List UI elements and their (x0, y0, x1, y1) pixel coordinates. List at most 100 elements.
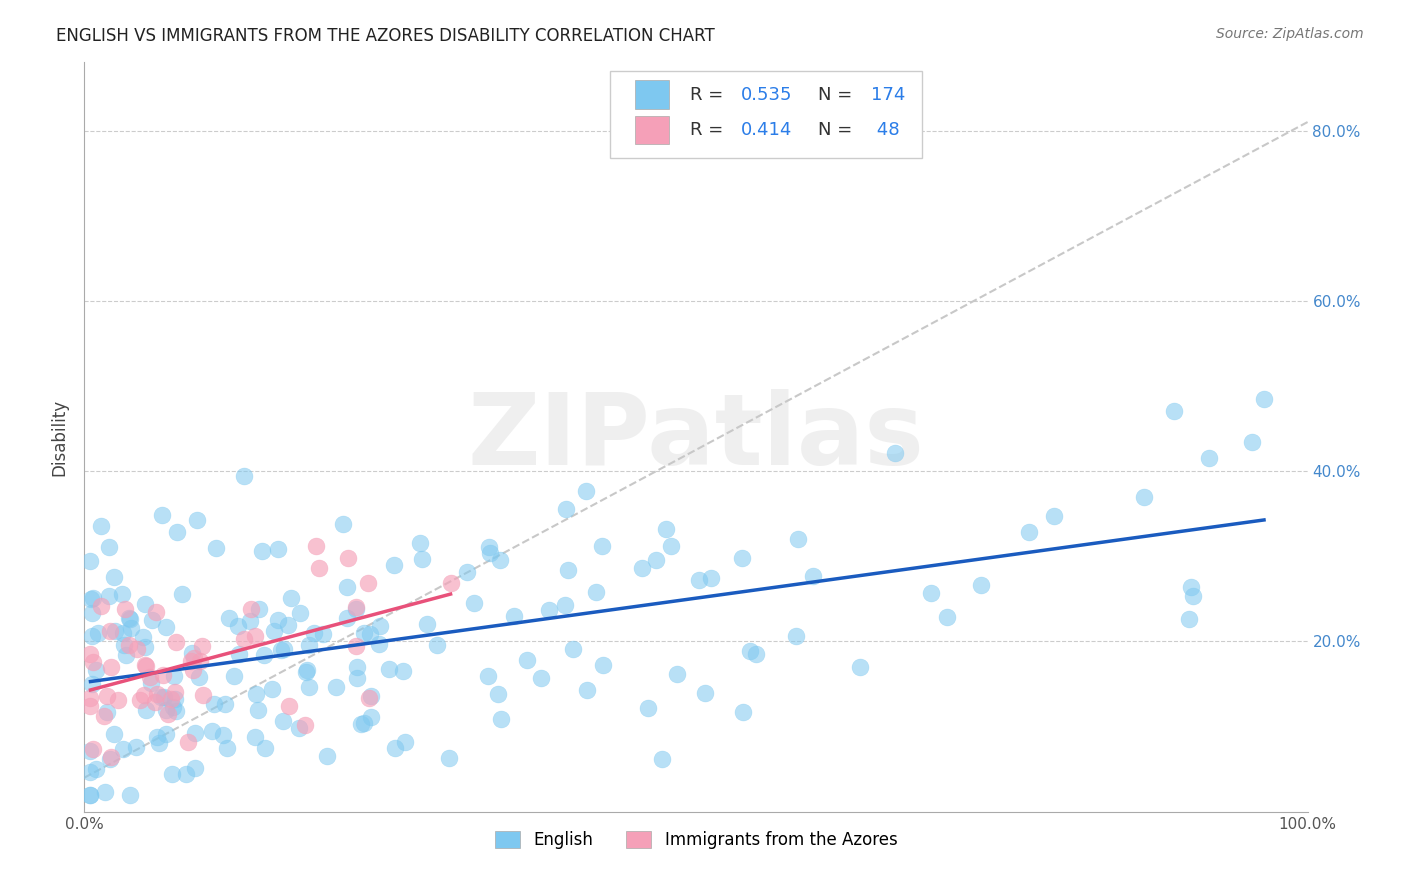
Point (368, 637, 391, 651)
Point (359, 690, 381, 705)
Point (79, 788, 101, 802)
Point (651, 752, 673, 766)
Point (344, 640, 367, 654)
Point (134, 640, 156, 655)
Point (115, 648, 138, 662)
Point (111, 741, 134, 756)
Point (1181, 589, 1204, 603)
Point (562, 641, 585, 656)
Point (110, 587, 132, 601)
Point (112, 626, 135, 640)
Point (155, 726, 177, 740)
Point (96, 689, 118, 703)
Point (239, 614, 262, 628)
FancyBboxPatch shape (636, 80, 669, 109)
Point (392, 664, 415, 678)
Point (311, 626, 333, 640)
Point (273, 714, 295, 728)
Point (188, 654, 211, 668)
Point (205, 541, 228, 556)
Point (100, 660, 122, 674)
Point (224, 669, 246, 683)
Point (79, 698, 101, 713)
Text: R =: R = (690, 86, 728, 103)
Point (336, 580, 359, 594)
Point (353, 625, 375, 640)
Point (170, 587, 193, 601)
Point (177, 735, 200, 749)
Point (295, 664, 318, 678)
Point (1177, 612, 1199, 626)
Point (118, 611, 141, 625)
Point (785, 629, 807, 643)
Point (280, 591, 302, 605)
Point (82, 677, 104, 691)
Point (174, 767, 197, 781)
Point (439, 576, 461, 591)
Point (150, 508, 173, 523)
Point (156, 706, 179, 721)
Point (125, 740, 148, 755)
Point (316, 749, 339, 764)
Point (253, 741, 276, 756)
Point (693, 686, 716, 700)
Point (82, 591, 104, 605)
Point (1043, 509, 1066, 524)
Point (79, 788, 101, 802)
Point (1253, 392, 1275, 406)
Point (104, 624, 127, 638)
Point (118, 612, 141, 626)
Point (585, 585, 607, 599)
Point (193, 688, 215, 702)
Point (263, 624, 285, 639)
Point (655, 522, 678, 536)
Legend: English, Immigrants from the Azores: English, Immigrants from the Azores (488, 824, 904, 855)
Point (84, 762, 107, 776)
Point (191, 639, 214, 653)
Point (920, 586, 942, 600)
Point (848, 660, 870, 674)
Point (273, 642, 295, 657)
Point (98, 589, 121, 603)
FancyBboxPatch shape (610, 71, 922, 158)
Point (153, 690, 176, 704)
Point (245, 730, 267, 744)
Point (295, 665, 318, 680)
Point (370, 619, 392, 633)
Point (228, 648, 250, 662)
Point (409, 535, 432, 549)
Point (277, 698, 299, 713)
Point (733, 705, 755, 719)
Point (90, 599, 112, 613)
Point (181, 663, 204, 677)
Point (165, 704, 187, 718)
Point (267, 613, 290, 627)
Point (160, 691, 183, 706)
Point (294, 718, 316, 732)
Point (180, 654, 202, 668)
Point (228, 618, 250, 632)
Point (308, 560, 330, 574)
Text: 0.535: 0.535 (741, 86, 793, 103)
Point (163, 685, 186, 699)
Point (360, 710, 382, 724)
Point (204, 698, 226, 712)
Point (359, 627, 381, 641)
Point (120, 788, 142, 802)
Point (456, 565, 478, 579)
Point (79, 691, 101, 706)
Point (592, 658, 614, 673)
Point (416, 617, 439, 632)
Point (143, 695, 166, 709)
FancyBboxPatch shape (636, 116, 669, 145)
Point (555, 502, 578, 516)
Point (84, 663, 107, 677)
Point (332, 516, 354, 531)
Point (970, 577, 993, 591)
Point (591, 539, 613, 553)
Point (325, 680, 347, 694)
Point (131, 630, 153, 644)
Point (353, 716, 375, 731)
Point (1163, 404, 1185, 418)
Point (1132, 491, 1154, 505)
